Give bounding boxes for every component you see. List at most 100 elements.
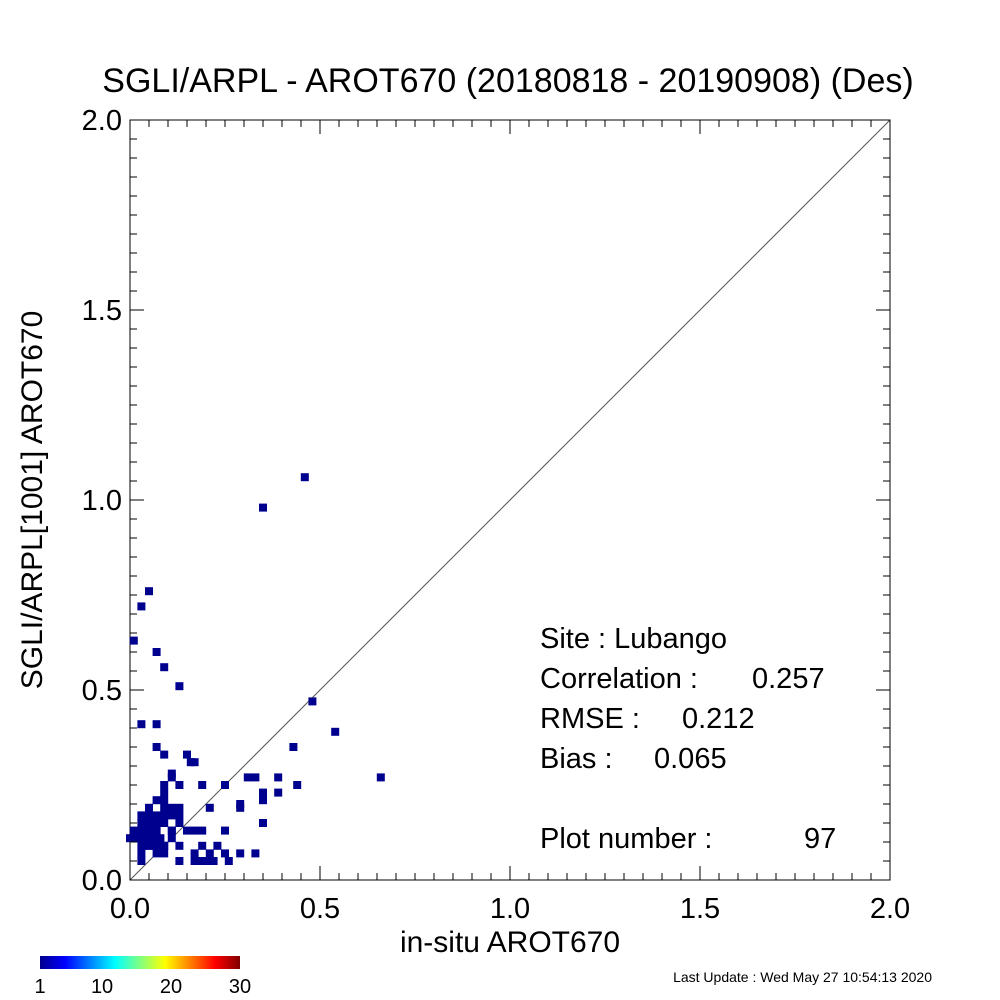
bias-label: Bias : (540, 743, 613, 775)
data-point (129, 636, 138, 645)
data-point (137, 857, 146, 865)
y-tick-label: 0.5 (82, 675, 122, 707)
data-point (175, 781, 184, 789)
data-point (152, 648, 161, 656)
plot-number-label: Plot number : (540, 823, 712, 855)
x-tick-label: 1.0 (490, 893, 530, 925)
plot-number-value: 97 (804, 823, 836, 855)
data-point (198, 781, 207, 789)
data-point (160, 788, 169, 797)
colorbar-ticks: 1 10 20 30 (34, 976, 251, 998)
chart-title: SGLI/ARPL - AROT670 (20180818 - 20190908… (102, 62, 913, 100)
data-point (160, 849, 169, 858)
correlation-value: 0.257 (752, 663, 825, 695)
colorbar-tick-label: 1 (34, 976, 45, 998)
data-point (167, 773, 176, 782)
data-point (259, 788, 267, 797)
data-point (137, 811, 146, 820)
data-point (259, 503, 267, 512)
data-point (152, 720, 161, 729)
data-point (137, 720, 146, 729)
data-point (190, 758, 199, 767)
data-point (274, 788, 283, 797)
plot-area: 0.0 0.5 1.0 1.5 2.0 0.0 0.5 1.0 1.5 2.0 (82, 105, 910, 925)
data-point (213, 841, 222, 850)
data-point (152, 796, 161, 805)
data-point (198, 826, 207, 835)
data-point (167, 826, 176, 835)
data-point (152, 819, 161, 827)
y-tick-label: 1.0 (82, 485, 122, 517)
data-point (137, 602, 146, 611)
data-point (251, 849, 260, 858)
data-point (145, 834, 153, 843)
data-point (190, 857, 199, 865)
site-label: Site : Lubango (540, 623, 727, 655)
data-point (160, 811, 169, 820)
data-point (183, 826, 191, 835)
data-points (126, 473, 385, 865)
data-point (145, 811, 153, 820)
data-point (160, 819, 169, 827)
data-point (175, 841, 184, 850)
data-point (137, 826, 146, 835)
data-point (160, 750, 169, 759)
data-point (221, 826, 229, 835)
data-point (308, 697, 317, 706)
y-tick-label: 2.0 (82, 105, 122, 137)
data-point (293, 781, 302, 789)
stats-box: Site : Lubango Correlation : 0.257 RMSE … (540, 623, 836, 855)
data-point (274, 773, 283, 782)
data-point (175, 857, 184, 865)
data-point (137, 819, 146, 827)
data-point (152, 743, 161, 751)
data-point (175, 811, 184, 820)
y-tick-label: 1.5 (82, 295, 122, 327)
data-point (198, 841, 207, 850)
data-point (175, 803, 184, 812)
data-point (190, 849, 199, 858)
x-tick-label: 0.5 (300, 893, 340, 925)
data-point (152, 841, 161, 850)
data-point (152, 811, 161, 820)
data-point (145, 803, 153, 812)
data-point (376, 773, 385, 782)
data-point (167, 834, 176, 843)
y-axis-ticks: 0.0 0.5 1.0 1.5 2.0 (82, 105, 890, 897)
rmse-value: 0.212 (682, 703, 755, 735)
x-tick-label: 0.0 (110, 893, 150, 925)
data-point (145, 819, 153, 827)
x-tick-label: 1.5 (680, 893, 720, 925)
data-point (145, 826, 153, 835)
data-point (205, 849, 214, 858)
data-point (167, 811, 176, 820)
x-axis-ticks: 0.0 0.5 1.0 1.5 2.0 (110, 120, 910, 925)
data-point (160, 803, 169, 812)
correlation-label: Correlation : (540, 663, 698, 695)
data-point (160, 841, 169, 850)
data-point (160, 663, 169, 672)
data-point (224, 857, 233, 865)
data-point (221, 781, 229, 789)
data-point (137, 841, 146, 850)
data-point (145, 587, 153, 596)
data-point (152, 826, 161, 835)
data-point (221, 849, 229, 858)
data-point (156, 834, 165, 843)
colorbar-tick-label: 20 (160, 976, 182, 998)
colorbar: 1 10 20 30 (34, 956, 251, 998)
data-point (145, 841, 153, 850)
y-axis-label: SGLI/ARPL[1001] AROT670 (16, 311, 49, 690)
data-point (129, 826, 138, 835)
data-point (160, 796, 169, 805)
data-point (167, 803, 176, 812)
data-point (137, 849, 146, 858)
x-axis-label: in-situ AROT670 (400, 926, 620, 959)
data-point (205, 803, 214, 812)
data-point (300, 473, 309, 482)
data-point (198, 857, 207, 865)
one-to-one-line (129, 119, 891, 881)
y-tick-label: 0.0 (82, 865, 122, 897)
last-update-text: Last Update : Wed May 27 10:54:13 2020 (673, 969, 932, 985)
